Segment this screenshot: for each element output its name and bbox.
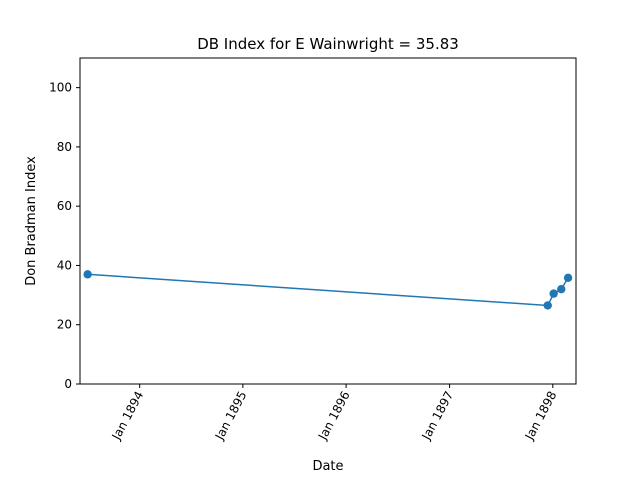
data-point — [543, 301, 552, 310]
data-point — [549, 289, 558, 298]
y-tick-label: 60 — [57, 199, 72, 213]
y-tick-label: 40 — [57, 258, 72, 272]
chart-title: DB Index for E Wainwright = 35.83 — [197, 35, 459, 53]
data-point — [83, 270, 92, 279]
y-tick-label: 20 — [57, 318, 72, 332]
y-axis-label: Don Bradman Index — [24, 156, 39, 286]
y-tick-label: 80 — [57, 140, 72, 154]
x-axis-label: Date — [312, 459, 343, 474]
y-tick-label: 0 — [64, 377, 72, 391]
series-layer — [83, 270, 573, 310]
data-point — [557, 284, 566, 294]
data-point — [563, 273, 573, 283]
plot-frame — [79, 57, 577, 385]
y-axis-ticks: 0 20 40 60 80 100 — [49, 81, 80, 391]
y-tick-label: 100 — [49, 81, 72, 95]
